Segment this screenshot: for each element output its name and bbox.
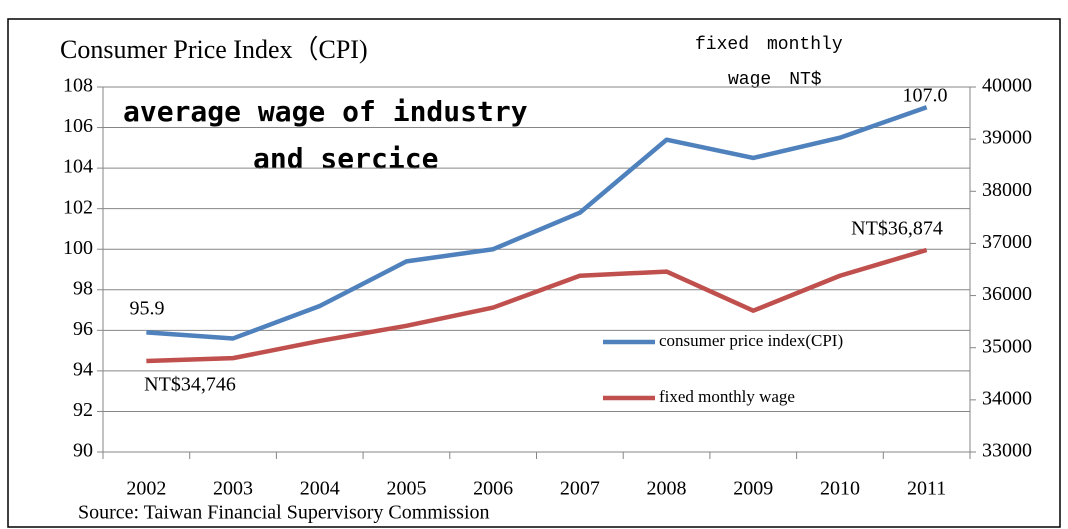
- data-label: 95.9: [130, 298, 165, 320]
- x-tick-label: 2011: [907, 478, 946, 500]
- x-tick-label: 2007: [560, 478, 600, 500]
- x-tick-label: 2004: [300, 478, 340, 500]
- x-tick-label: 2008: [647, 478, 687, 500]
- y2-tick-label: 33000: [982, 440, 1032, 462]
- y-tick-label: 94: [73, 358, 93, 380]
- y2-tick-label: 39000: [982, 127, 1032, 149]
- y-tick-label: 90: [73, 440, 93, 462]
- y2-tick-label: 35000: [982, 335, 1032, 357]
- y2-axis-label: fixed monthly: [695, 35, 843, 55]
- y-tick-label: 102: [63, 196, 93, 218]
- x-tick-label: 2003: [213, 478, 253, 500]
- chart-title: Consumer Price Index（CPI): [60, 35, 368, 64]
- y2-axis-label: wage NT$: [728, 70, 822, 90]
- y2-tick-label: 34000: [982, 387, 1032, 409]
- x-tick-label: 2009: [733, 478, 773, 500]
- legend-label: consumer price index(CPI): [659, 331, 843, 350]
- y-tick-label: 92: [73, 399, 93, 421]
- x-tick-label: 2005: [386, 478, 426, 500]
- y-tick-label: 100: [63, 237, 93, 259]
- y-tick-label: 106: [63, 115, 93, 137]
- annotation: and sercice: [253, 142, 438, 175]
- y2-tick-label: 38000: [982, 179, 1032, 201]
- annotation: average wage of industry: [123, 95, 528, 128]
- x-tick-label: 2006: [473, 478, 513, 500]
- source: Source: Taiwan Financial Supervisory Com…: [78, 502, 490, 524]
- data-label: NT$36,874: [851, 218, 943, 240]
- x-tick-label: 2010: [820, 478, 860, 500]
- series-line: [146, 105, 928, 341]
- data-label: 107.0: [903, 85, 948, 107]
- legend-label: fixed monthly wage: [659, 387, 795, 406]
- frame: [7, 18, 1061, 528]
- y2-tick-label: 36000: [982, 283, 1032, 305]
- x-tick-label: 2002: [126, 478, 166, 500]
- y2-tick-label: 40000: [982, 75, 1032, 97]
- y-tick-label: 98: [73, 277, 93, 299]
- y-tick-label: 108: [63, 75, 93, 97]
- y-tick-label: 96: [73, 318, 93, 340]
- y-tick-label: 104: [63, 156, 93, 178]
- y2-tick-label: 37000: [982, 231, 1032, 253]
- data-label: NT$34,746: [144, 374, 236, 396]
- series-line: [146, 247, 928, 364]
